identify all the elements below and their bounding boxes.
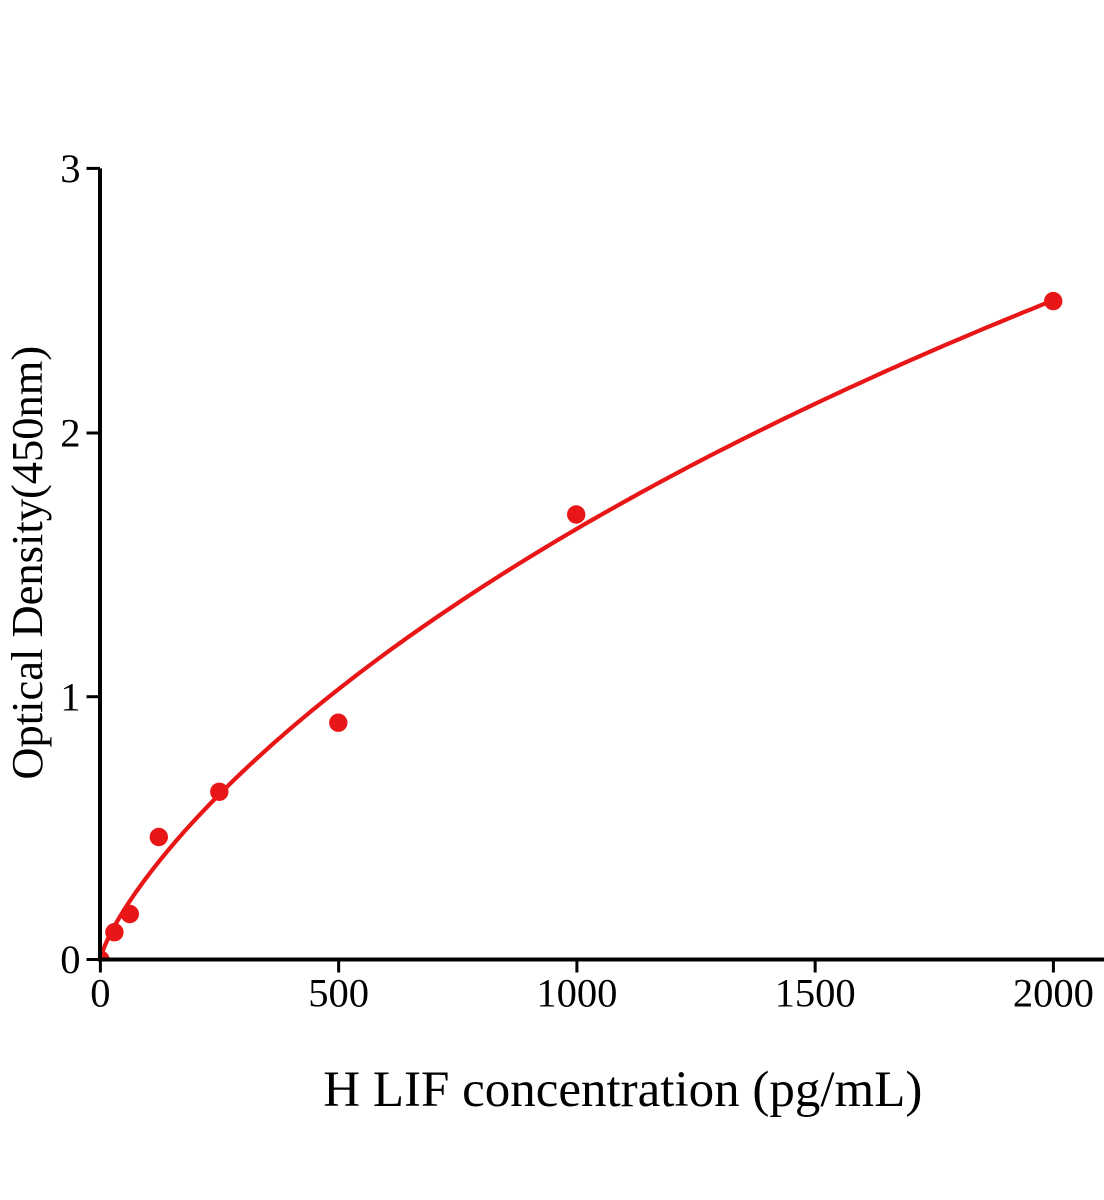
svg-text:2: 2 [60, 411, 80, 456]
svg-text:H LIF concentration (pg/mL): H LIF concentration (pg/mL) [323, 1062, 922, 1118]
svg-text:Optical Density(450nm): Optical Density(450nm) [2, 346, 52, 780]
svg-text:500: 500 [308, 971, 369, 1016]
svg-text:1500: 1500 [775, 971, 856, 1016]
svg-text:2000: 2000 [1013, 971, 1094, 1016]
svg-text:3: 3 [60, 146, 80, 191]
svg-text:1: 1 [60, 674, 80, 719]
svg-text:1000: 1000 [536, 971, 617, 1016]
svg-text:0: 0 [90, 971, 110, 1016]
svg-text:0: 0 [60, 937, 80, 982]
